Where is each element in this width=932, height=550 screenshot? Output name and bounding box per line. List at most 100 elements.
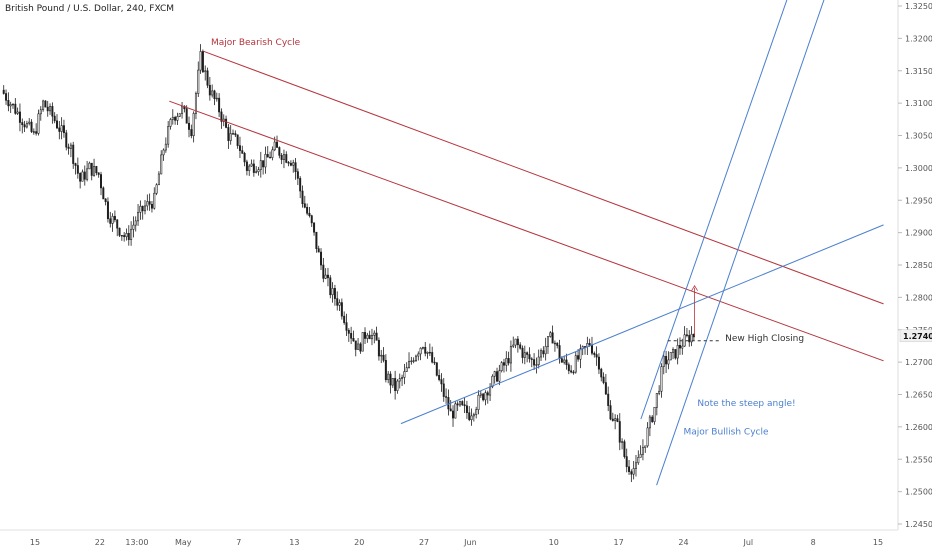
candle-body: [42, 100, 45, 111]
candle-body: [509, 345, 512, 364]
candle-body: [380, 354, 383, 357]
last-price-tag: [899, 329, 932, 343]
last-price-label: 1.27407: [903, 332, 932, 341]
candle-body: [197, 69, 200, 94]
candle-body: [127, 233, 130, 240]
candle-body: [299, 178, 302, 192]
candle-body: [394, 378, 397, 391]
candle-body: [398, 378, 401, 382]
price-tick-label: 1.32000: [905, 34, 932, 43]
candle-body: [72, 144, 75, 164]
candle-body: [273, 141, 276, 151]
candle-body: [44, 100, 47, 108]
candle-body: [405, 367, 408, 372]
time-axis[interactable]: 15 22 13:00 May 7 13 20 27 Jun 10 17 24 Jul 8 15: [0, 529, 898, 547]
candle-body: [674, 349, 677, 359]
candle-body: [7, 99, 10, 107]
candle-body: [477, 394, 480, 410]
candle-body: [493, 371, 496, 377]
trendline-bullish-base: [400, 224, 884, 425]
candle-body: [32, 131, 35, 133]
candle-body: [359, 343, 362, 352]
candle-body: [9, 104, 12, 107]
candle-body: [646, 427, 649, 447]
price-tick-label: 1.29000: [905, 229, 932, 238]
candle-body: [194, 93, 197, 114]
candle-body: [192, 113, 195, 137]
candle-body: [21, 122, 24, 126]
candle-body: [553, 342, 556, 345]
candle-body: [139, 205, 142, 213]
candle-body: [505, 358, 508, 366]
candle-body: [366, 334, 369, 339]
candle-body: [49, 106, 52, 112]
time-tick-label: May: [175, 538, 192, 547]
candle-body: [630, 471, 633, 475]
candle-body: [364, 332, 367, 339]
candle-body: [621, 441, 624, 443]
candle-body: [169, 119, 172, 127]
candle-body: [533, 359, 536, 366]
candle-body: [2, 89, 5, 94]
candle-body: [322, 264, 325, 279]
candle-body: [313, 222, 316, 233]
candle-body: [391, 378, 394, 386]
candle-body: [241, 150, 244, 154]
candle-body: [225, 118, 228, 128]
candle-body: [516, 338, 519, 346]
candle-body: [614, 418, 617, 421]
candle-body: [530, 358, 533, 360]
candle-body: [542, 350, 545, 355]
candle-body: [625, 456, 628, 468]
price-tick-label: 1.31000: [905, 99, 932, 108]
candle-body: [651, 416, 654, 422]
candle-body: [577, 355, 580, 360]
candle-body: [104, 198, 107, 203]
candle-body: [266, 154, 269, 158]
candle-body: [461, 401, 464, 406]
candle-body: [12, 103, 14, 106]
candle-body: [229, 133, 232, 141]
price-tick-label: 1.29500: [905, 196, 932, 205]
candle-body: [287, 162, 290, 164]
candle-body: [46, 106, 49, 112]
candle-body: [25, 123, 28, 128]
candle-body: [688, 335, 691, 343]
candle-body: [53, 115, 56, 122]
candle-body: [317, 248, 320, 253]
candle-body: [370, 335, 373, 340]
candle-body: [669, 351, 672, 361]
candle-body: [88, 162, 91, 170]
price-tick-label: 1.26500: [905, 391, 932, 400]
price-tick-label: 1.25500: [905, 455, 932, 464]
candle-body: [245, 161, 248, 171]
annotation-label: Major Bullish Cycle: [683, 428, 769, 438]
candle-body: [352, 338, 355, 342]
candle-body: [683, 334, 686, 347]
candle-body: [79, 173, 82, 182]
candle-body: [644, 445, 647, 448]
candle-body: [401, 377, 404, 379]
candle-body: [421, 347, 424, 349]
price-tick-label: 1.27000: [905, 358, 932, 367]
candle-body: [259, 160, 262, 170]
candle-body: [174, 116, 177, 121]
candle-body: [665, 356, 668, 365]
candle-body: [76, 165, 79, 174]
time-tick-label: 24: [678, 538, 688, 547]
candle-body: [382, 354, 385, 361]
candle-body: [618, 421, 621, 443]
candle-body: [113, 215, 116, 221]
candle-body: [396, 380, 399, 391]
candle-body: [278, 147, 281, 156]
candle-body: [204, 70, 207, 73]
candle-body: [417, 353, 420, 357]
candle-body: [435, 362, 438, 376]
candle-body: [368, 334, 371, 340]
candle-body: [521, 347, 524, 358]
candle-body: [132, 224, 135, 230]
price-axis[interactable]: 1.32500 1.32000 1.31500 1.31000 1.30500 1.300…: [898, 2, 932, 529]
candle-body: [331, 288, 334, 296]
candle-body: [628, 466, 631, 472]
